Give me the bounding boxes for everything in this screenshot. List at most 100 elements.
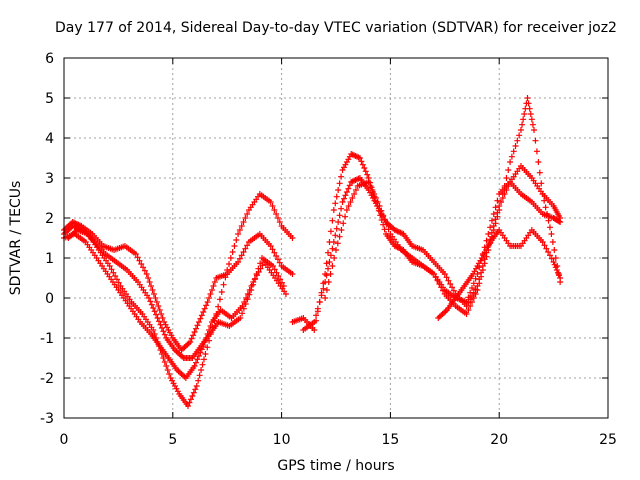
data-point-interp <box>494 197 501 204</box>
data-point <box>539 239 546 245</box>
data-point-interp <box>487 224 494 231</box>
data-point-interp <box>521 111 528 117</box>
data-point-interp <box>358 158 365 165</box>
data-point-interp <box>194 322 201 329</box>
data-point <box>195 319 202 325</box>
data-point-interp <box>206 337 213 344</box>
data-point-interp <box>220 281 227 288</box>
y-tick-label: -2 <box>40 371 54 387</box>
data-point <box>204 299 211 305</box>
data-point-interp <box>338 205 345 212</box>
data-point-interp <box>465 307 472 313</box>
data-point-interp <box>329 245 336 252</box>
data-point-interp <box>238 252 245 259</box>
data-point-interp <box>229 249 236 255</box>
data-point-interp <box>469 285 475 291</box>
data-point-interp <box>151 308 158 315</box>
data-point-interp <box>372 195 379 201</box>
data-point-interp <box>277 276 284 283</box>
data-point-interp <box>145 275 152 281</box>
data-point-interp <box>334 240 341 247</box>
data-point-interp <box>149 287 156 293</box>
data-point-interp <box>352 187 359 193</box>
data-point-interp <box>238 223 245 229</box>
data-point <box>507 159 514 165</box>
data-point <box>485 231 492 237</box>
data-point <box>539 191 546 197</box>
data-point <box>158 351 165 357</box>
data-point-interp <box>554 269 561 276</box>
data-point-interp <box>436 281 443 287</box>
x-tick-label: 0 <box>60 432 69 448</box>
data-point-interp <box>488 217 495 224</box>
data-point <box>517 127 524 133</box>
data-point-interp <box>252 275 259 282</box>
data-point-interp <box>323 272 330 279</box>
series-satellite-track-4 <box>65 191 296 409</box>
data-point-interp <box>443 274 450 281</box>
data-point <box>154 315 161 321</box>
data-point-interp <box>333 193 340 200</box>
data-point-interp <box>546 252 553 259</box>
data-point <box>106 263 113 269</box>
data-point-interp <box>335 219 342 225</box>
data-point-interp <box>479 267 486 273</box>
data-point-interp <box>147 298 154 305</box>
data-point-interp <box>342 213 349 220</box>
data-point-interp <box>546 224 553 231</box>
data-point-interp <box>206 295 213 301</box>
data-point-interp <box>163 363 170 369</box>
data-point-interp <box>186 399 193 406</box>
y-tick-label: 1 <box>45 251 54 267</box>
data-point-interp <box>472 291 479 297</box>
data-point <box>235 259 242 265</box>
data-point-interp <box>490 227 497 233</box>
data-point-interp <box>529 121 536 128</box>
y-tick-label: -1 <box>40 331 54 347</box>
data-point-interp <box>253 272 260 279</box>
data-point-interp <box>188 335 195 342</box>
data-point-interp <box>548 255 555 262</box>
data-point-interp <box>271 207 278 213</box>
data-point-interp <box>447 281 454 287</box>
series-satellite-track-1 <box>61 219 296 353</box>
data-point <box>282 291 289 297</box>
data-point-interp <box>134 254 141 261</box>
data-point-interp <box>325 279 332 285</box>
data-point-interp <box>378 207 385 214</box>
data-point-interp <box>255 269 262 275</box>
data-point-interp <box>536 169 543 176</box>
data-point-interp <box>498 199 505 205</box>
x-tick-label: 20 <box>490 432 508 448</box>
data-point-interp <box>218 289 225 295</box>
data-point-interp <box>191 329 198 335</box>
data-point <box>330 239 337 245</box>
data-point-interp <box>211 317 218 324</box>
data-point-interp <box>246 287 253 293</box>
data-point-interp <box>187 396 194 403</box>
data-point-interp <box>157 321 164 328</box>
data-point-interp <box>273 253 280 259</box>
data-point-interp <box>445 277 452 284</box>
data-point-interp <box>438 284 445 291</box>
data-point-interp <box>503 187 510 193</box>
data-point-interp <box>362 168 369 175</box>
series-satellite-track-3 <box>61 231 289 381</box>
data-point-interp <box>340 220 347 227</box>
data-point-interp <box>233 237 240 243</box>
data-point-interp <box>533 148 540 155</box>
data-point-interp <box>469 299 475 305</box>
data-point-interp <box>198 312 205 319</box>
chart-title: Day 177 of 2014, Sidereal Day-to-day VTE… <box>55 20 617 36</box>
data-point-interp <box>207 331 214 337</box>
data-point-interp <box>336 233 343 240</box>
data-point-interp <box>556 218 563 225</box>
data-point-interp <box>323 287 330 293</box>
data-point-interp <box>325 265 332 272</box>
data-point-interp <box>155 303 162 309</box>
data-point-interp <box>209 324 216 331</box>
data-point-interp <box>520 116 527 123</box>
data-point <box>496 207 503 213</box>
data-point-interp <box>525 100 532 107</box>
data-point-interp <box>200 309 207 315</box>
